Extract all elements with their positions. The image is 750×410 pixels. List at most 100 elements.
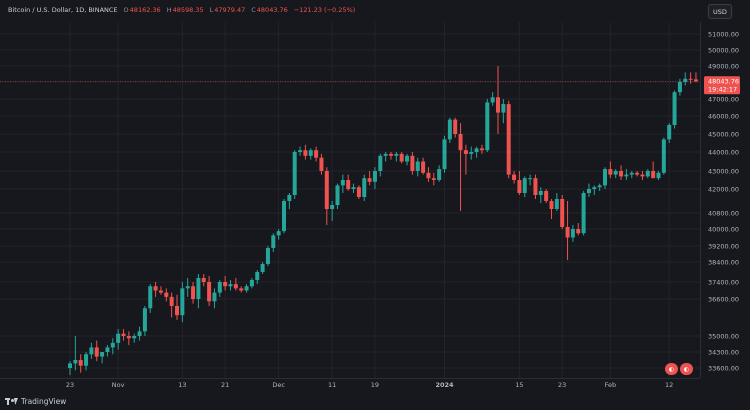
price-tag: 48043.76 19:42:17 bbox=[704, 76, 740, 95]
candle-body bbox=[169, 296, 174, 306]
candle-body bbox=[592, 187, 597, 189]
candle-body bbox=[260, 264, 265, 272]
candle-body bbox=[132, 336, 137, 339]
time-axis-label: 12 bbox=[665, 381, 673, 389]
ohlc-open: O48162.36 bbox=[123, 6, 161, 14]
ohlc-high: H48598.35 bbox=[166, 6, 204, 14]
candle-body bbox=[517, 180, 522, 193]
candle-body bbox=[249, 280, 254, 287]
price-axis[interactable]: 51000.0050000.0049000.0048000.0047000.00… bbox=[708, 31, 739, 373]
ohlc-low: L47979.47 bbox=[209, 6, 246, 14]
candle-body bbox=[474, 148, 479, 152]
price-axis-label: 49000.00 bbox=[708, 63, 739, 71]
candle-body bbox=[89, 347, 94, 355]
candle-body bbox=[73, 360, 78, 364]
candle-body bbox=[201, 278, 206, 282]
candle-body bbox=[287, 195, 292, 201]
symbol-legend: Bitcoin / U.S. Dollar, 1D, BINANCE O4816… bbox=[8, 3, 355, 17]
candle-body bbox=[191, 286, 196, 299]
candle-body bbox=[389, 153, 393, 156]
candle-body bbox=[196, 278, 201, 299]
price-axis-label: 43000.00 bbox=[708, 168, 739, 176]
candle-body bbox=[458, 134, 463, 151]
candle-body bbox=[538, 191, 543, 195]
time-axis[interactable]: 23 Nov 13 21 Dec 11 19 2024 15 23 Feb 12 bbox=[66, 381, 673, 389]
price-axis-label: 34300.00 bbox=[708, 349, 739, 357]
candle-body bbox=[126, 336, 131, 339]
price-axis-label: 44000.00 bbox=[708, 149, 739, 157]
candle-body bbox=[351, 187, 356, 189]
candle-body bbox=[153, 286, 158, 291]
time-axis-label: Dec bbox=[272, 381, 285, 389]
candle-body bbox=[667, 125, 672, 140]
candle-body bbox=[437, 169, 442, 180]
candle-body bbox=[394, 153, 399, 156]
candle-body bbox=[335, 185, 340, 205]
event-marker-icon[interactable]: ◐ bbox=[665, 363, 678, 375]
candle-body bbox=[207, 282, 212, 302]
candle-body bbox=[442, 139, 447, 170]
candle-body bbox=[137, 331, 142, 336]
candle-body bbox=[693, 79, 698, 82]
candle-body bbox=[469, 152, 474, 154]
candle-body bbox=[362, 178, 367, 197]
tradingview-logo-text: TradingView bbox=[21, 397, 67, 406]
candle-body bbox=[570, 229, 575, 238]
candle-body bbox=[340, 180, 345, 186]
candle-body bbox=[383, 153, 388, 156]
candle-body bbox=[116, 333, 121, 343]
currency-button[interactable]: USD bbox=[708, 4, 732, 19]
candle-body bbox=[496, 97, 500, 113]
candle-body bbox=[672, 92, 677, 125]
time-axis-label: 11 bbox=[328, 381, 336, 389]
candle-body bbox=[217, 282, 222, 293]
candle-body bbox=[485, 102, 490, 151]
tradingview-logo-icon bbox=[5, 398, 18, 405]
candle-body bbox=[677, 82, 682, 93]
price-axis-label: 37400.00 bbox=[708, 279, 739, 287]
candlestick-series bbox=[68, 66, 698, 375]
candle-body bbox=[314, 150, 319, 158]
candle-body bbox=[175, 305, 179, 316]
candle-body bbox=[228, 284, 233, 287]
candle-body bbox=[282, 201, 286, 232]
candle-body bbox=[608, 169, 613, 175]
candle-body bbox=[453, 119, 458, 134]
candle-body bbox=[581, 193, 586, 234]
price-axis-label: 45000.00 bbox=[708, 131, 739, 139]
price-axis-label: 51000.00 bbox=[708, 31, 739, 39]
candle-body bbox=[100, 352, 105, 357]
price-tag-value: 48043.76 bbox=[708, 77, 739, 85]
candle-body bbox=[265, 248, 270, 264]
candle-body bbox=[506, 104, 511, 175]
candle-body bbox=[303, 150, 308, 156]
candle-body bbox=[640, 174, 645, 177]
candle-body bbox=[158, 290, 163, 293]
candle-body bbox=[651, 171, 656, 179]
candle-body bbox=[84, 354, 89, 366]
candle-body bbox=[560, 199, 565, 227]
candle-body bbox=[603, 169, 607, 186]
candle-body bbox=[629, 172, 634, 175]
time-axis-label: 15 bbox=[515, 381, 523, 389]
candle-body bbox=[597, 185, 602, 188]
candle-body bbox=[415, 161, 420, 171]
time-axis-label: 23 bbox=[66, 381, 74, 389]
candle-body bbox=[255, 272, 260, 280]
candle-body bbox=[212, 292, 217, 302]
candle-body bbox=[185, 286, 190, 289]
candle-body bbox=[356, 187, 361, 197]
price-axis-label: 46000.00 bbox=[708, 113, 739, 121]
price-axis-label: 35000.00 bbox=[708, 333, 739, 341]
candle-body bbox=[94, 347, 99, 357]
time-axis-label: 13 bbox=[178, 381, 186, 389]
candle-body bbox=[554, 199, 559, 209]
tradingview-logo[interactable]: TradingView bbox=[5, 397, 66, 406]
candle-body bbox=[223, 282, 228, 287]
event-marker-icon[interactable]: ◐ bbox=[680, 363, 693, 375]
symbol-title[interactable]: Bitcoin / U.S. Dollar, 1D, BINANCE bbox=[8, 6, 118, 14]
candle-body bbox=[105, 347, 110, 352]
candle-body bbox=[372, 171, 377, 182]
candle-body bbox=[180, 288, 185, 316]
